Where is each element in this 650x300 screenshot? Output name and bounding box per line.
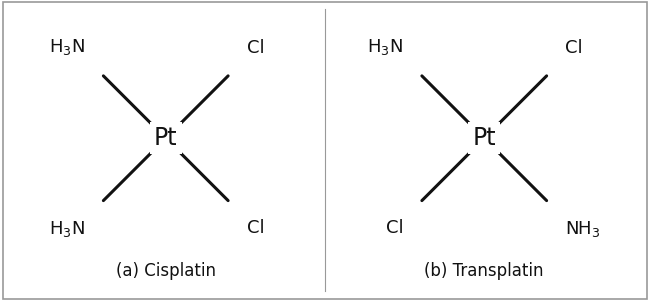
Text: H$_3$N: H$_3$N [49, 37, 84, 57]
Text: (a) Cisplatin: (a) Cisplatin [116, 262, 216, 280]
Text: Cl: Cl [385, 219, 403, 237]
Text: H$_3$N: H$_3$N [49, 219, 84, 239]
Text: (b) Transplatin: (b) Transplatin [424, 262, 544, 280]
Text: Cl: Cl [247, 219, 265, 237]
Text: Cl: Cl [566, 39, 583, 57]
Text: NH$_3$: NH$_3$ [566, 219, 601, 239]
Text: Pt: Pt [154, 126, 177, 150]
Text: Cl: Cl [247, 39, 265, 57]
Text: H$_3$N: H$_3$N [367, 37, 403, 57]
Text: Pt: Pt [473, 126, 496, 150]
